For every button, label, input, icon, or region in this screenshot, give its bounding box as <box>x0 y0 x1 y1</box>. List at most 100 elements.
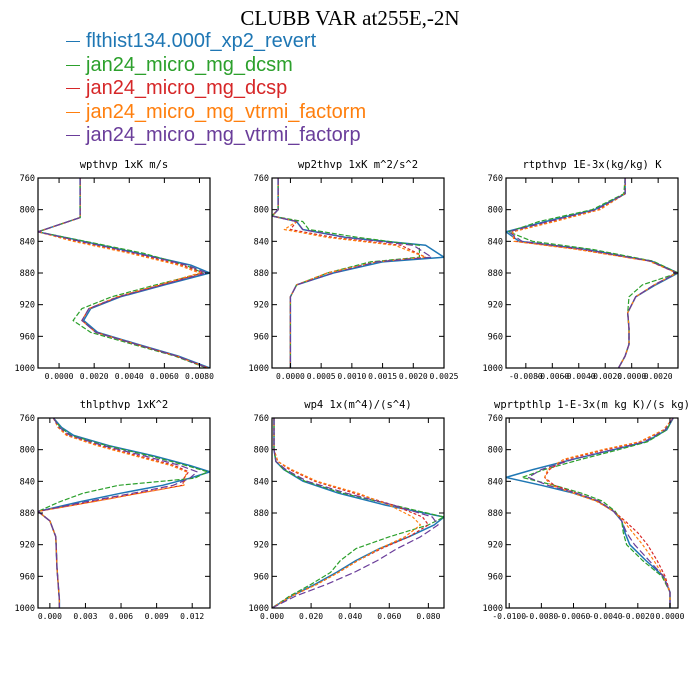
x-tick-label: 0.0020 <box>80 372 109 381</box>
series-line <box>521 418 674 608</box>
y-tick-label: 1000 <box>249 604 269 614</box>
y-tick-label: 800 <box>20 206 35 216</box>
legend-label: jan24_micro_mg_vtrmi_factorm <box>86 100 367 123</box>
y-tick-label: 760 <box>488 174 503 184</box>
x-tick-label: -0.0020 <box>588 372 622 381</box>
y-tick-label: 840 <box>488 477 503 487</box>
plot-frame <box>505 417 679 609</box>
panel-title: wp2thvp 1xK m^2/s^2 <box>298 159 418 171</box>
panel-title: wprtpthlp 1-E-3x(m kg K)/(s kg) <box>494 399 690 411</box>
x-tick-label: 0.0040 <box>115 372 144 381</box>
series-line <box>527 418 674 608</box>
x-tick-label: 0.060 <box>377 612 401 621</box>
panel-title: wpthvp 1xK m/s <box>80 159 169 171</box>
x-tick-label: 0.006 <box>109 612 133 621</box>
y-tick-label: 1000 <box>15 364 35 374</box>
series-line <box>272 178 444 368</box>
y-tick-label: 760 <box>20 174 35 184</box>
series-line <box>38 178 210 368</box>
chart-panel: wp4 1x(m^4)/(s^4)76080084088092096010000… <box>249 399 445 621</box>
legend-item: jan24_micro_mg_dcsp <box>66 77 366 101</box>
panel-title: wp4 1x(m^4)/(s^4) <box>304 399 411 411</box>
x-tick-label: 0.0080 <box>185 372 214 381</box>
x-tick-label: 0.012 <box>180 612 204 621</box>
series-line <box>511 178 678 368</box>
series-line <box>272 178 427 368</box>
x-tick-label: -0.0080 <box>525 612 559 621</box>
x-tick-label: 0.020 <box>299 612 323 621</box>
y-tick-label: 880 <box>20 269 35 279</box>
x-tick-label: 0.000 <box>38 612 62 621</box>
series-line <box>38 178 209 368</box>
x-tick-label: 0.0020 <box>644 372 673 381</box>
series-line <box>272 178 420 368</box>
figure-title: CLUBB VAR at255E,-2N <box>240 6 460 30</box>
y-tick-label: 1000 <box>483 604 503 614</box>
x-tick-label: 0.080 <box>416 612 440 621</box>
series-line <box>272 418 444 608</box>
series-line <box>543 418 674 608</box>
y-tick-label: 960 <box>488 572 503 582</box>
y-tick-label: 1000 <box>483 364 503 374</box>
series-group <box>506 418 674 608</box>
y-tick-label: 880 <box>20 509 35 519</box>
x-tick-label: 0.0000 <box>45 372 74 381</box>
legend-label: jan24_micro_mg_vtrmi_factorp <box>86 124 361 146</box>
y-tick-label: 920 <box>254 301 269 311</box>
x-tick-label: 0.0000 <box>276 372 305 381</box>
series-line <box>38 178 207 368</box>
y-tick-label: 960 <box>254 332 269 342</box>
plot-frame <box>271 177 445 369</box>
x-tick-label: 0.0015 <box>368 372 397 381</box>
x-tick-label: 0.000 <box>260 612 284 621</box>
series-line <box>272 418 422 608</box>
x-tick-label: -0.0020 <box>621 612 655 621</box>
y-tick-label: 760 <box>254 174 269 184</box>
x-tick-label: -0.0080 <box>509 372 543 381</box>
y-tick-label: 800 <box>488 446 503 456</box>
legend-line-swatch <box>66 111 80 113</box>
chart-panel: rtpthvp 1E-3x(kg/kg) K 760 800 840 880 920 960… <box>483 159 679 381</box>
x-tick-label: -0.0060 <box>535 372 569 381</box>
series-group <box>272 418 444 608</box>
plot-frame <box>505 177 679 369</box>
y-tick-label: 800 <box>254 446 269 456</box>
series-line <box>506 178 678 368</box>
plot-frame <box>37 417 211 609</box>
series-line <box>272 178 427 368</box>
y-tick-label: 800 <box>20 446 35 456</box>
chart-panel: wprtpthlp 1-E-3x(m kg K)/(s kg) 760 800 840… <box>483 399 690 621</box>
y-tick-label: 800 <box>254 206 269 216</box>
y-tick-label: 920 <box>20 301 35 311</box>
series-line <box>506 418 674 608</box>
chart-panel: thlpthvp 1xK^276080084088092096010000.00… <box>15 399 211 621</box>
x-tick-label: 0.009 <box>145 612 169 621</box>
x-tick-label: 0.003 <box>73 612 97 621</box>
legend-item: jan24_micro_mg_vtrmi_factorm <box>66 101 366 125</box>
series-line <box>272 418 439 608</box>
y-tick-label: 960 <box>254 572 269 582</box>
series-group <box>506 178 678 368</box>
x-tick-label: -0.0060 <box>557 612 591 621</box>
y-tick-label: 880 <box>488 509 503 519</box>
x-tick-label: 0.0000 <box>656 612 685 621</box>
series-line <box>38 418 190 608</box>
chart-panel: wp2thvp 1xK m^2/s^2 760 800 840 880 920 960 100… <box>249 159 459 381</box>
y-tick-label: 840 <box>254 477 269 487</box>
series-group <box>38 178 210 368</box>
series-line <box>38 418 209 608</box>
x-tick-label: 0.040 <box>338 612 362 621</box>
x-tick-label: 0.0005 <box>307 372 336 381</box>
y-tick-label: 1000 <box>15 604 35 614</box>
y-tick-label: 880 <box>488 269 503 279</box>
y-tick-label: 960 <box>488 332 503 342</box>
panel-title: rtpthvp 1E-3x(kg/kg) K <box>522 159 662 171</box>
y-tick-label: 840 <box>488 237 503 247</box>
y-tick-label: 920 <box>488 541 503 551</box>
x-tick-label: 0.0025 <box>430 372 459 381</box>
series-line <box>508 178 678 368</box>
y-tick-label: 880 <box>254 509 269 519</box>
y-tick-label: 760 <box>488 414 503 424</box>
chart-panel: wpthvp 1xK m/s 760 800 840 880 920 960 1000 0.00… <box>15 159 215 381</box>
